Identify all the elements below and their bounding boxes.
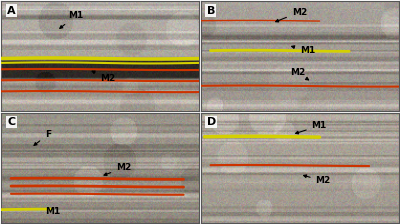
Text: M1: M1 bbox=[60, 11, 84, 28]
Text: F: F bbox=[34, 130, 51, 145]
Text: M2: M2 bbox=[92, 71, 116, 83]
Text: M2: M2 bbox=[304, 175, 331, 185]
Text: M2: M2 bbox=[290, 68, 309, 80]
Text: M2: M2 bbox=[104, 163, 131, 175]
Text: A: A bbox=[7, 6, 16, 15]
Text: M1: M1 bbox=[45, 207, 60, 216]
Text: D: D bbox=[206, 117, 216, 127]
Text: C: C bbox=[7, 117, 15, 127]
Text: M1: M1 bbox=[292, 46, 315, 55]
Text: B: B bbox=[206, 6, 215, 15]
Text: M1: M1 bbox=[296, 121, 327, 134]
Text: M2: M2 bbox=[276, 8, 307, 22]
